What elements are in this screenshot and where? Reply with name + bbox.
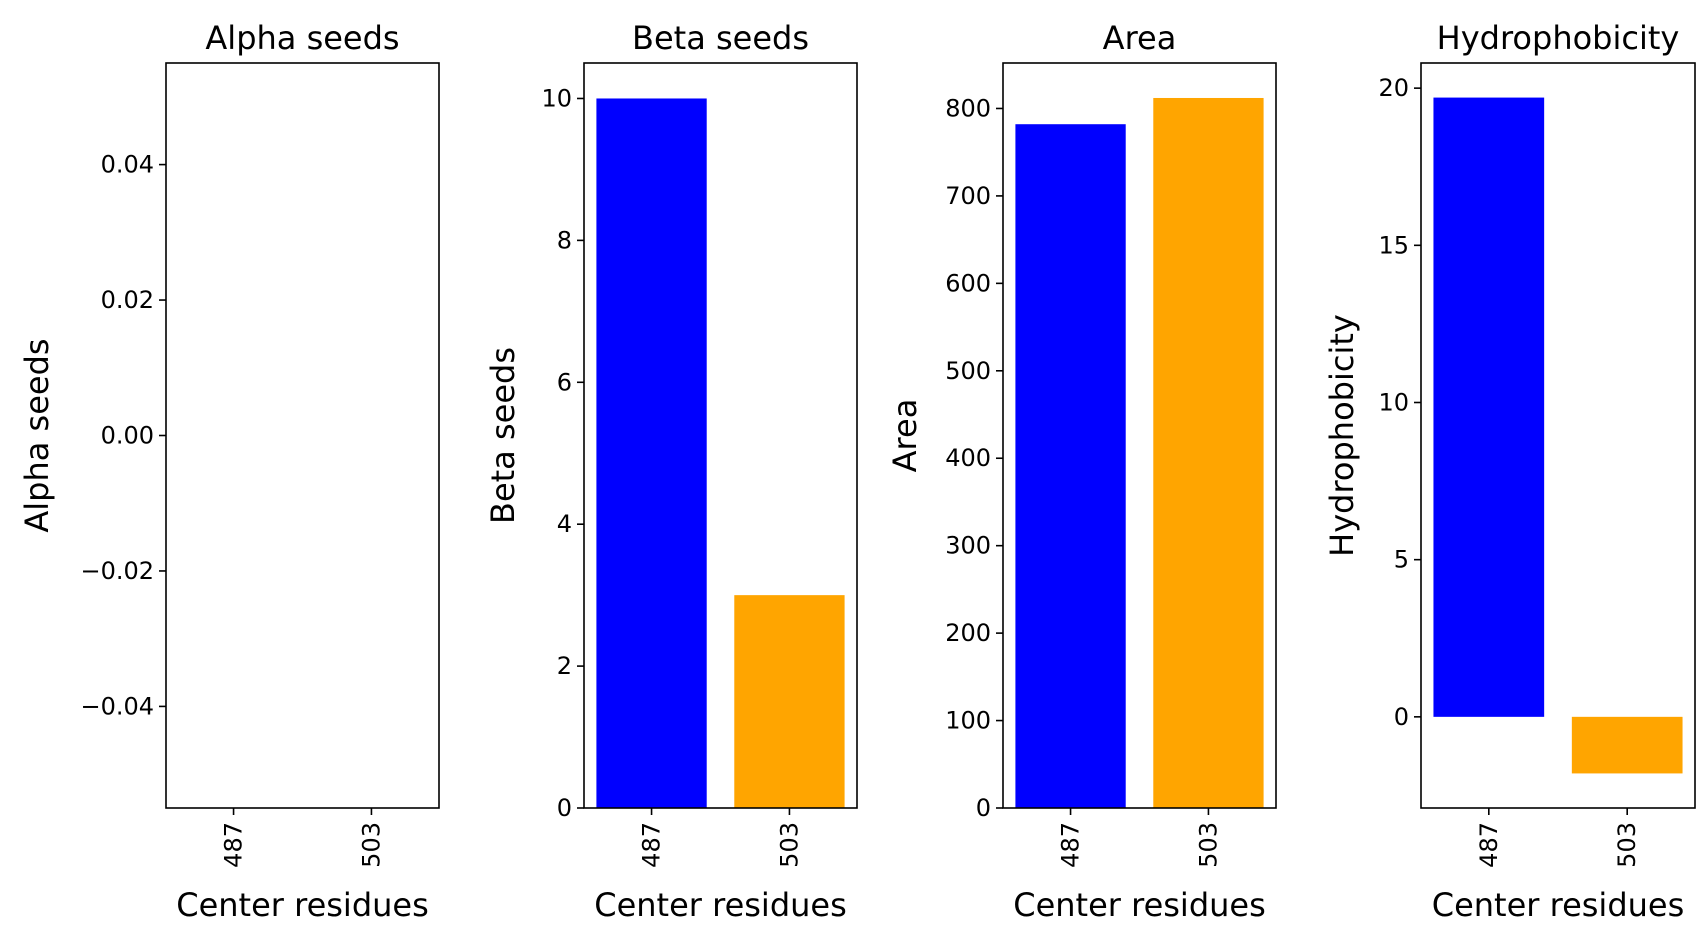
axes-frame: [583, 62, 858, 809]
x-tick-label: 487: [1475, 822, 1503, 868]
chart-title: Area: [1103, 19, 1177, 57]
y-axis-label: Hydrophobicity: [1323, 314, 1361, 557]
y-tick-label: 600: [945, 269, 991, 297]
y-tick-label: 4: [557, 510, 572, 538]
chart-panel-4: 0 5 10 15 20 487 503 Hydrophobicity Center resid…: [1323, 19, 1696, 924]
bar-487: [1015, 124, 1126, 808]
y-tick-label: −0.02: [80, 557, 154, 585]
y-tick-label: 500: [945, 357, 991, 385]
chart-panel-1: −0.04 −0.02 0.00 0.02 0.04 487 503 Alpha seeds C…: [18, 19, 440, 924]
y-tick-label: 20: [1378, 74, 1409, 102]
y-axis-label: Alpha seeds: [18, 338, 56, 532]
y-tick-label: 0.04: [101, 151, 154, 179]
y-tick-label: 700: [945, 182, 991, 210]
x-tick-label: 487: [638, 822, 666, 868]
y-tick-label: 200: [945, 619, 991, 647]
chart-panel-3: 0 100 200 300 400 500 600 700 800 487 503 Area Cente…: [886, 19, 1277, 924]
y-axis-label: Area: [886, 399, 924, 473]
y-tick-label: 300: [945, 532, 991, 560]
bar-503: [1571, 716, 1683, 774]
bar-487: [1433, 97, 1545, 717]
y-tick-label: 15: [1378, 231, 1409, 259]
x-tick-label: 503: [775, 822, 803, 868]
chart-panel-2: 0 2 4 6 8 10 487 503 Beta seeds Center residues Be…: [484, 19, 858, 924]
x-tick-label: 503: [357, 822, 385, 868]
y-tick-label: 2: [557, 652, 572, 680]
axes-frame: [1002, 62, 1277, 809]
axes-frame: [1420, 62, 1696, 809]
y-tick-label: −0.04: [80, 692, 154, 720]
y-tick-label: 0.00: [101, 422, 154, 450]
y-tick-label: 10: [541, 84, 572, 112]
chart-title: Beta seeds: [632, 19, 809, 57]
x-tick-label: 503: [1613, 822, 1641, 868]
y-tick-label: 5: [1394, 546, 1409, 574]
y-tick-label: 0.02: [101, 286, 154, 314]
y-tick-label: 400: [945, 444, 991, 472]
bar-503: [734, 595, 845, 808]
y-tick-label: 0: [557, 794, 572, 822]
bar-503: [1153, 97, 1264, 809]
x-axis-label: Center residues: [1013, 886, 1266, 924]
y-tick-label: 0: [976, 794, 991, 822]
axes-frame: [165, 62, 440, 809]
x-axis-label: Center residues: [176, 886, 429, 924]
y-tick-label: 100: [945, 707, 991, 735]
x-tick-label: 487: [1057, 822, 1085, 868]
y-tick-label: 8: [557, 226, 572, 254]
y-tick-label: 6: [557, 368, 572, 396]
chart-title: Alpha seeds: [205, 19, 399, 57]
y-tick-label: 10: [1378, 388, 1409, 416]
x-tick-label: 503: [1194, 822, 1222, 868]
y-axis-label: Beta seeds: [484, 347, 522, 524]
y-tick-label: 800: [945, 94, 991, 122]
y-tick-label: 0: [1394, 703, 1409, 731]
x-axis-label: Center residues: [1432, 886, 1685, 924]
x-axis-label: Center residues: [594, 886, 847, 924]
x-tick-label: 487: [220, 822, 248, 868]
chart-title: Hydrophobicity: [1437, 19, 1680, 57]
bar-487: [596, 98, 707, 808]
